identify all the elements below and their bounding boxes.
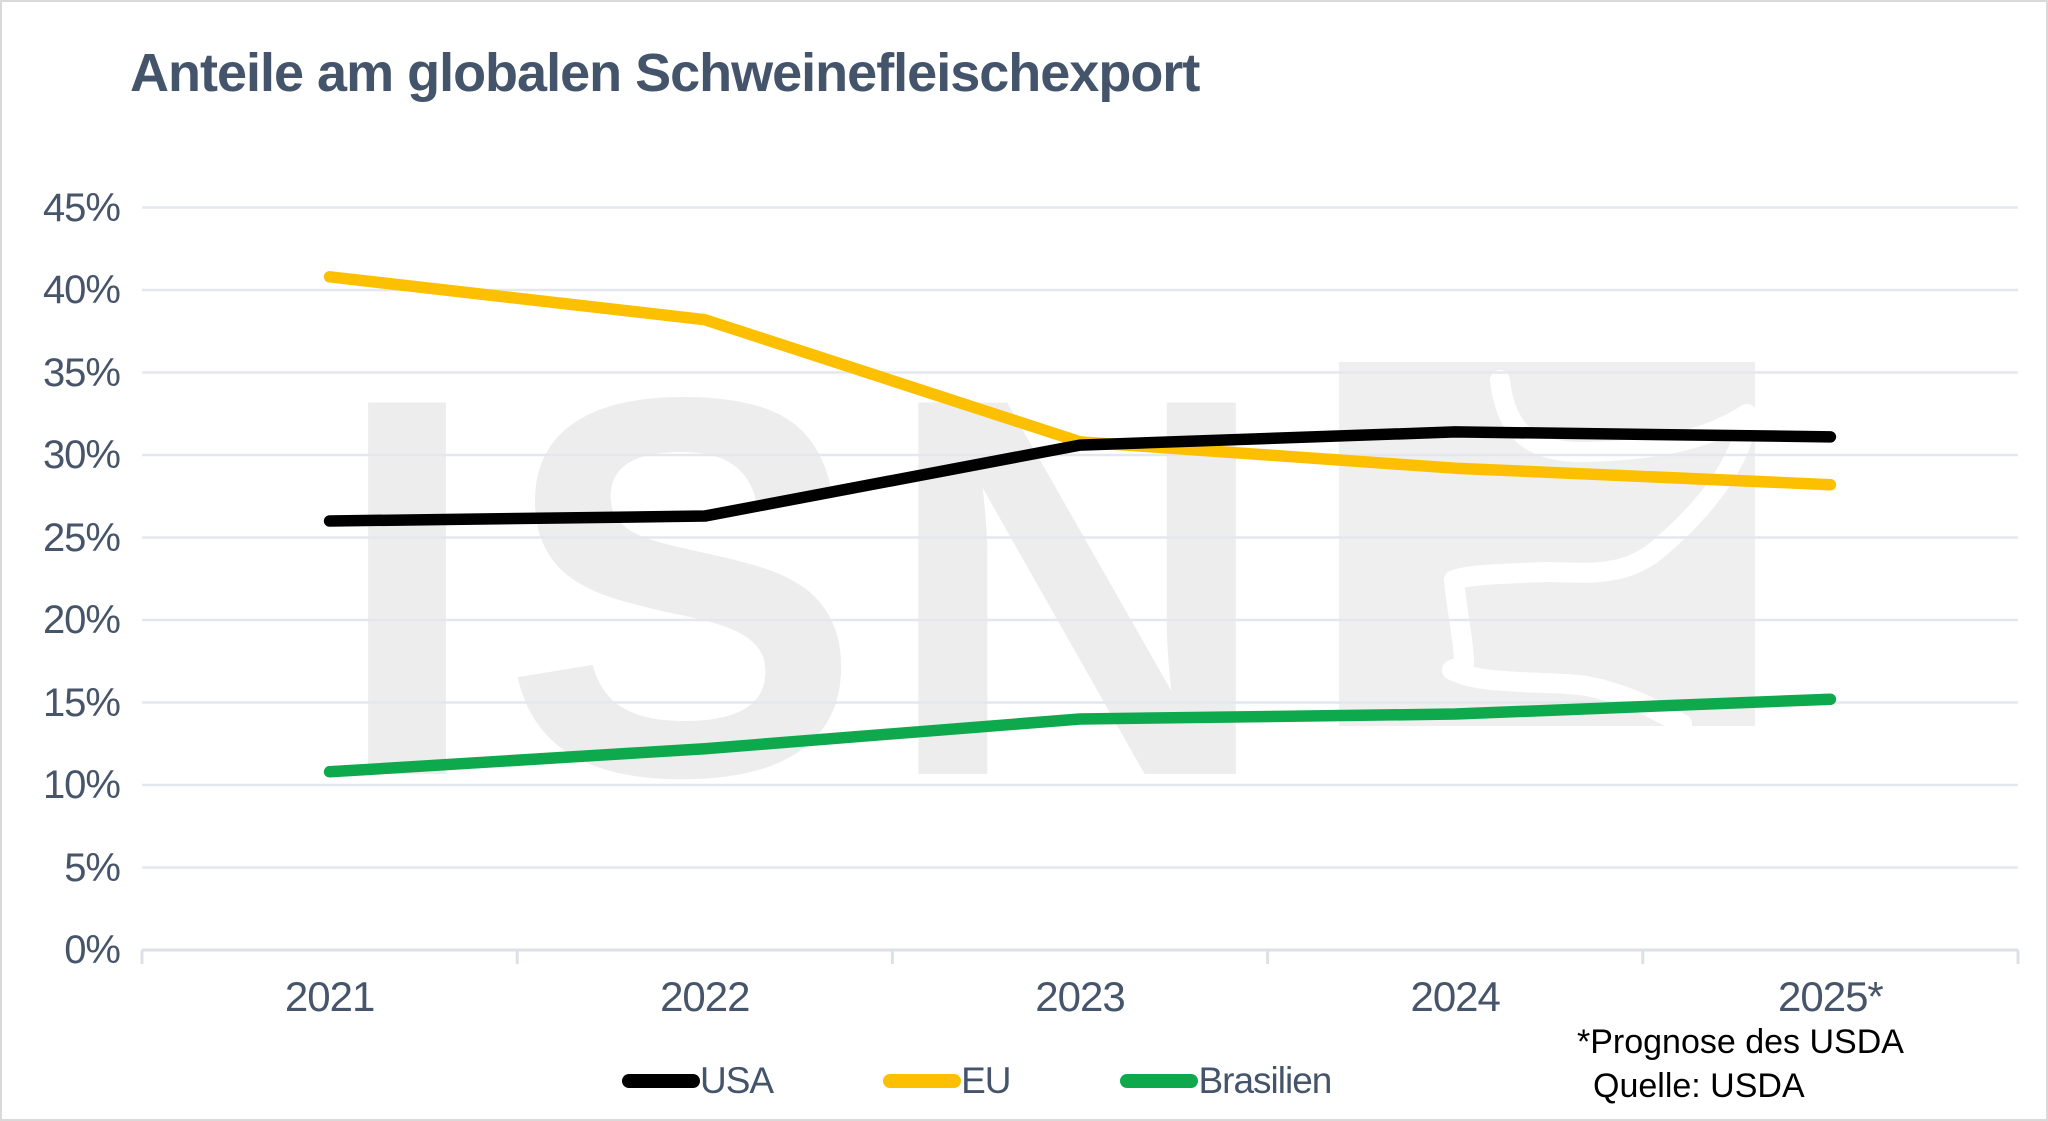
- y-tick-label: 15%: [42, 680, 121, 725]
- y-tick-label: 20%: [42, 598, 121, 642]
- isn-watermark: ISN: [332, 286, 1757, 889]
- footnote-prognose: *Prognose des USDA: [1577, 1023, 1904, 1061]
- chart-title: Anteile am globalen Schweinefleischexpor…: [130, 43, 1200, 103]
- legend-swatch-icon: [622, 1074, 700, 1088]
- x-tick-label: 2024: [1410, 973, 1500, 1020]
- legend-swatch-icon: [1120, 1074, 1199, 1088]
- x-tick-label: 2021: [284, 973, 375, 1020]
- y-tick-label: 30%: [42, 433, 121, 477]
- footnote-quelle: Quelle: USDA: [1593, 1067, 1805, 1106]
- y-tick-label: 5%: [64, 845, 121, 890]
- series-line-brasilien: [323, 693, 1837, 778]
- pig-outline-icon: [1442, 370, 1757, 734]
- series-line-usa: [323, 426, 1837, 527]
- legend-label: EU: [961, 1060, 1011, 1101]
- footnote: *Prognose des USDA Quelle: USDA: [1577, 1020, 1904, 1108]
- y-tick-label: 10%: [42, 763, 121, 807]
- y-tick-label: 25%: [42, 515, 121, 560]
- watermark-logo-box: [1339, 362, 1755, 726]
- x-tick-label: 2022: [660, 973, 750, 1020]
- x-axis: [140, 948, 2020, 964]
- legend-item-usa: USA: [622, 1060, 774, 1102]
- x-tick-label: 2023: [1035, 973, 1125, 1020]
- legend-label: USA: [700, 1060, 774, 1101]
- series-lines: [323, 271, 1837, 778]
- legend-swatch-icon: [883, 1074, 962, 1088]
- y-tick-label: 45%: [42, 185, 121, 230]
- y-tick-label: 35%: [42, 350, 121, 395]
- legend-item-brasilien: Brasilien: [1120, 1060, 1332, 1102]
- legend-item-eu: EU: [883, 1060, 1011, 1102]
- y-tick-label: 0%: [64, 928, 121, 972]
- y-tick-label: 40%: [42, 268, 121, 312]
- x-tick-label: 2025*: [1778, 973, 1884, 1020]
- legend-label: Brasilien: [1198, 1060, 1332, 1101]
- legend: USA EU Brasilien: [622, 1060, 1442, 1102]
- watermark-text: ISN: [332, 286, 1292, 889]
